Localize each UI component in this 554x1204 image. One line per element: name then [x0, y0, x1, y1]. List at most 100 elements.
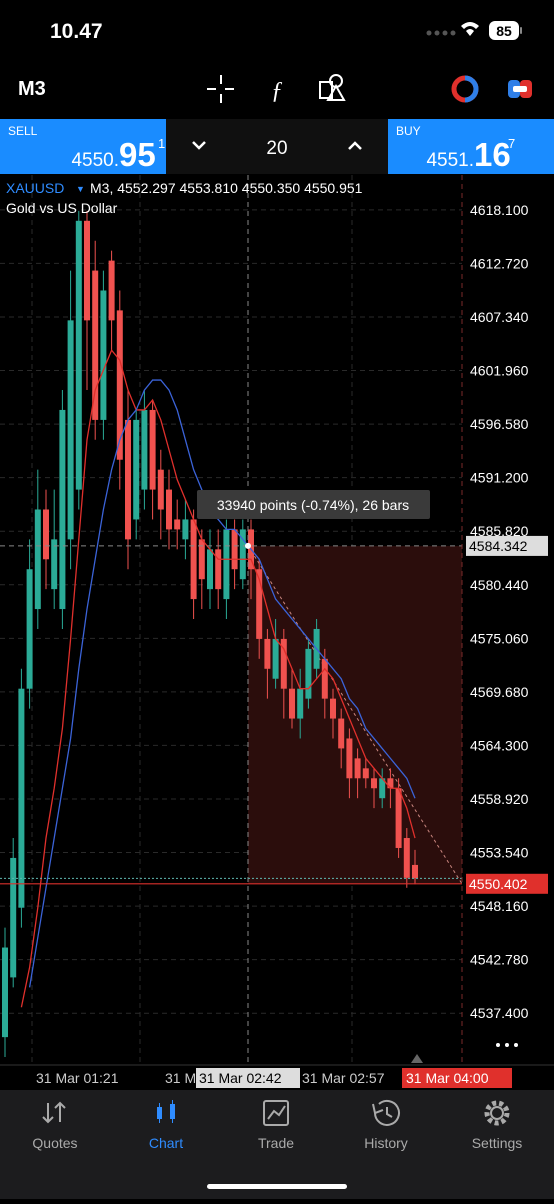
candle-body: [264, 638, 271, 669]
candle-body: [321, 658, 328, 699]
objects-tool[interactable]: [319, 74, 346, 101]
candle-body: [182, 519, 189, 540]
candle-body: [354, 758, 361, 779]
y-tick-label: 4553.540: [470, 845, 529, 861]
time-axis: 31 Mar 01:21 31 M 31 Mar 02:57 31 Mar 02:42…: [36, 1068, 512, 1088]
candle-body: [289, 688, 295, 719]
candle-body: [51, 539, 58, 590]
y-tick-label: 4601.960: [470, 363, 529, 379]
trading-toggle[interactable]: [451, 75, 479, 103]
ask-price: 4550.402: [469, 876, 528, 892]
nav-item[interactable]: Settings: [472, 1135, 523, 1151]
candle-body: [207, 549, 213, 590]
quotes-icon[interactable]: [42, 1101, 66, 1124]
indicators-tool[interactable]: ƒ: [271, 78, 283, 104]
nav-bar: [0, 1090, 554, 1199]
moving-average: [20, 348, 416, 1008]
candle-body: [256, 569, 263, 639]
candle-body: [75, 220, 82, 490]
candle-body: [297, 688, 304, 719]
candle-body: [59, 409, 66, 610]
battery-level: 85: [496, 23, 512, 39]
candle-body: [18, 688, 25, 908]
trade-toggle[interactable]: [508, 80, 532, 98]
buy-price: 4551.: [426, 150, 474, 171]
last-time: 31 Mar 04:00: [406, 1070, 489, 1086]
candle-body: [305, 648, 312, 699]
sell-price-big: 95: [119, 136, 156, 173]
y-tick-label: 4542.780: [470, 952, 529, 968]
candle-body: [34, 509, 41, 610]
nav-items: Quotes Chart Trade History Settings: [32, 1135, 522, 1151]
volume-down[interactable]: [192, 141, 206, 150]
ask-price-box: [466, 873, 548, 894]
candle-body: [330, 698, 336, 719]
candle-body: [231, 529, 238, 570]
candle-body: [116, 310, 123, 460]
sell-label: SELL: [8, 124, 38, 138]
symbol-dropdown[interactable]: ▼: [76, 184, 85, 194]
candle-body: [198, 539, 205, 580]
chart-icon[interactable]: [157, 1100, 175, 1123]
plot: [0, 175, 463, 1065]
candle-body: [43, 509, 49, 560]
candle-body: [190, 519, 197, 600]
moving-average: [28, 379, 416, 988]
settings-icon[interactable]: [484, 1100, 510, 1126]
nav-item[interactable]: Trade: [258, 1135, 294, 1151]
buy-price-big: 16: [474, 136, 511, 173]
candle-body: [100, 290, 107, 420]
candle-body: [108, 260, 115, 321]
trade-icon[interactable]: [263, 1100, 289, 1126]
candle-body: [387, 778, 394, 789]
shift-marker: [411, 1054, 423, 1063]
crosshair-time: 31 Mar 02:42: [199, 1070, 282, 1086]
volume-up[interactable]: [348, 141, 362, 150]
candle-body: [92, 270, 99, 420]
signal-dots: [426, 30, 456, 36]
y-tick-label: 4585.820: [470, 523, 529, 539]
crosshair-price-box: [466, 535, 548, 556]
y-tick-label: 4607.340: [470, 309, 529, 325]
symbol[interactable]: XAUUSD: [6, 180, 64, 196]
buy-button[interactable]: [388, 119, 554, 174]
nav-item[interactable]: History: [364, 1135, 408, 1151]
y-tick-label: 4591.200: [470, 470, 529, 486]
candle-body: [412, 864, 418, 879]
battery: [489, 21, 519, 40]
volume[interactable]: 20: [266, 138, 287, 159]
y-tick-label: 4612.720: [470, 255, 529, 271]
time-label: 31 M: [165, 1070, 196, 1086]
measure-tooltip: [197, 490, 430, 519]
candle-body: [371, 778, 377, 789]
nav-item[interactable]: Chart: [149, 1135, 183, 1151]
candle-body: [223, 529, 230, 600]
buy-label: BUY: [396, 124, 421, 138]
battery-tip: [520, 27, 522, 34]
timeframe[interactable]: M3: [18, 78, 46, 100]
sell-price-sup: 1: [158, 136, 165, 151]
candle-body: [67, 320, 74, 540]
candle-body: [215, 549, 222, 590]
candle-body: [362, 768, 369, 779]
candle-body: [346, 738, 353, 779]
more-button[interactable]: [496, 1043, 518, 1047]
y-tick-label: 4580.440: [470, 577, 529, 593]
y-tick-label: 4575.060: [470, 630, 529, 646]
nav-item[interactable]: Quotes: [32, 1135, 77, 1151]
crosshair-time-box: [196, 1068, 300, 1088]
candle-body: [133, 419, 140, 520]
candle-body: [149, 409, 156, 490]
sell-button[interactable]: [0, 119, 166, 174]
ohlc-info: M3, 4552.297 4553.810 4550.350 4550.951: [90, 180, 363, 196]
crosshair-tool[interactable]: [207, 75, 234, 103]
candle-body: [141, 409, 148, 490]
candle-body: [174, 519, 181, 530]
y-tick-label: 4537.400: [470, 1005, 529, 1021]
y-tick-label: 4564.300: [470, 737, 529, 753]
crosshair-price: 4584.342: [469, 538, 528, 554]
time-label: 31 Mar 01:21: [36, 1070, 119, 1086]
history-icon[interactable]: [372, 1099, 400, 1126]
